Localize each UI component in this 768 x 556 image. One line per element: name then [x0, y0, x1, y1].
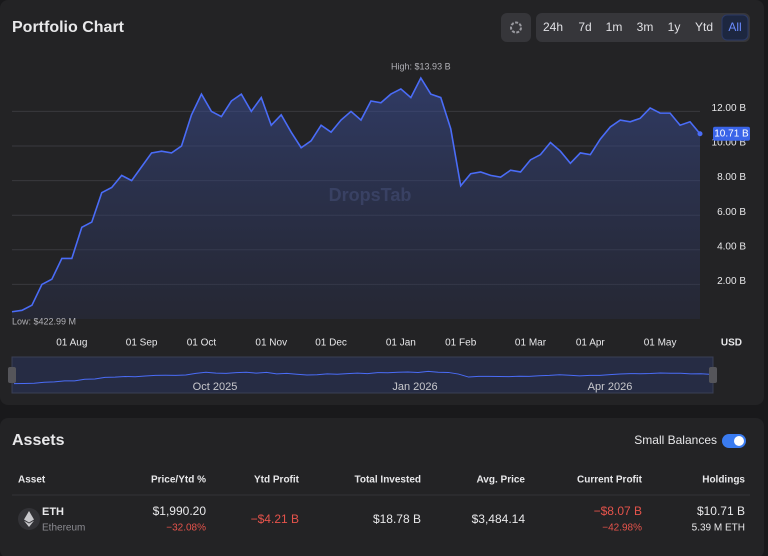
column-header: Current Profit — [577, 475, 643, 486]
column-header: Ytd Profit — [254, 475, 300, 486]
active-timeframe[interactable] — [721, 14, 749, 41]
x-tick-label: 01 Aug — [56, 338, 87, 349]
low-annotation: Low: $422.99 M — [12, 316, 76, 326]
column-header: Total Invested — [355, 475, 422, 486]
timeframe-button[interactable]: 1m — [606, 20, 623, 34]
navigator-line — [13, 370, 712, 385]
cell-total-invested: $18.78 B — [373, 512, 421, 526]
high-annotation: High: $13.93 B — [391, 61, 451, 71]
x-tick-label: 01 Oct — [187, 338, 217, 349]
toggle-label: Small Balances — [634, 433, 717, 447]
timeframe-button[interactable]: 24h — [543, 20, 563, 34]
column-header: Price/Ytd % — [151, 475, 206, 486]
y-tick-label: 2.00 B — [717, 276, 746, 287]
cell-symbol: ETH — [42, 506, 64, 518]
line — [11, 76, 701, 313]
timeframe-group — [536, 13, 750, 42]
last-value-label: 10.71 B — [714, 128, 749, 139]
title: Portfolio Chart — [12, 19, 125, 36]
x-tick-label: 01 Sep — [126, 338, 158, 349]
cell-holdings: $10.71 B — [697, 504, 745, 518]
navigator-label: Apr 2026 — [588, 381, 633, 393]
timeframe-button[interactable]: Ytd — [695, 20, 713, 34]
navigator-handle[interactable] — [8, 367, 16, 383]
navigator-label: Oct 2025 — [193, 381, 238, 393]
cell-current-profit-pct: −42.98% — [602, 523, 642, 534]
cell-holdings-amount: 5.39 M ETH — [692, 523, 745, 534]
timeframe-button[interactable]: All — [728, 20, 741, 34]
x-tick-label: 01 Apr — [576, 338, 606, 349]
cell-current-profit: −$8.07 B — [594, 504, 642, 518]
navigator-handle[interactable] — [709, 367, 717, 383]
y-tick-label: 8.00 B — [717, 172, 746, 183]
column-header: Asset — [18, 475, 46, 486]
assets-card — [0, 418, 764, 556]
column-header: Holdings — [702, 475, 745, 486]
settings-button[interactable] — [501, 13, 531, 42]
x-tick-label: 01 Jan — [386, 338, 416, 349]
y-tick-label: 12.00 B — [712, 103, 747, 114]
last-value-badge — [713, 126, 750, 141]
cell-ytd-profit: −$4.21 B — [251, 512, 299, 526]
x-tick-label: 01 Mar — [515, 338, 547, 349]
timeframe-button[interactable]: 7d — [578, 20, 591, 34]
navigator-label: Jan 2026 — [392, 381, 437, 393]
cell-name: Ethereum — [42, 523, 85, 534]
last-point — [697, 131, 703, 137]
y-tick-label: 4.00 B — [717, 241, 746, 252]
y-tick-label: 10.00 B — [712, 138, 747, 149]
timeframe-button[interactable]: 3m — [637, 20, 654, 34]
x-tick-label: 01 Nov — [255, 338, 287, 349]
toggle-knob — [734, 436, 744, 446]
y-tick-label: 6.00 B — [717, 207, 746, 218]
x-tick-label: 01 May — [644, 338, 677, 349]
assets-title: Assets — [12, 432, 65, 449]
eth-logo — [24, 511, 34, 527]
gear-icon — [510, 21, 522, 34]
column-header: Avg. Price — [476, 475, 525, 486]
cell-price: $1,990.20 — [153, 504, 207, 518]
timeframe-button[interactable]: 1y — [668, 20, 681, 34]
y-axis-unit: USD — [721, 338, 742, 349]
x-tick-label: 01 Feb — [445, 338, 477, 349]
cell-ytd-pct: −32.08% — [166, 523, 206, 534]
x-tick-label: 01 Dec — [315, 338, 347, 349]
cell-avg-price: $3,484.14 — [472, 512, 526, 526]
